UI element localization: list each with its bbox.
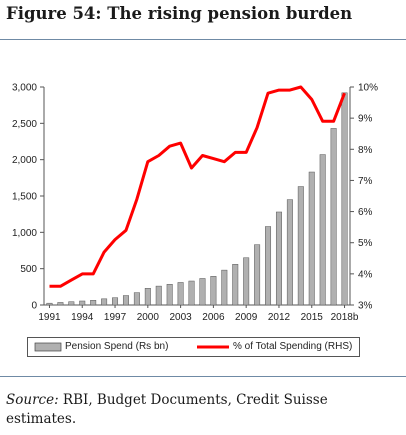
bar-pension-spend	[68, 301, 75, 306]
bar-pension-spend	[275, 211, 282, 306]
bar-pension-spend	[166, 284, 173, 306]
left-tick-label: 0	[31, 301, 37, 312]
right-tick-label: 4%	[358, 269, 373, 280]
bar-pension-spend	[319, 154, 326, 306]
bar-pension-spend	[199, 278, 206, 306]
x-tick-label: 2018b	[331, 312, 359, 323]
left-tick-label: 500	[20, 264, 37, 275]
bar-pension-spend	[243, 257, 250, 306]
right-tick-label: 8%	[358, 145, 373, 156]
x-tick-label: 2003	[169, 312, 192, 323]
legend-label-share-of-spending: % of Total Spending (RHS)	[233, 341, 353, 352]
chart-legend: Pension Spend (Rs bn) % of Total Spendin…	[27, 337, 360, 357]
bar-pension-spend	[112, 297, 119, 306]
left-tick-label: 3,000	[12, 83, 37, 94]
bar-pension-spend	[286, 199, 293, 306]
title-rule	[0, 39, 406, 40]
bar-pension-spend	[133, 292, 140, 306]
right-tick-label: 5%	[358, 238, 373, 249]
source-note: Source: RBI, Budget Documents, Credit Su…	[6, 391, 398, 429]
bar-pension-spend	[177, 282, 184, 306]
right-tick-label: 7%	[358, 176, 373, 187]
line-share-of-spending	[49, 85, 346, 288]
x-tick-label: 2015	[301, 312, 324, 323]
source-label: Source:	[6, 392, 59, 408]
x-tick-label: 1991	[38, 312, 61, 323]
bar-pension-spend	[46, 302, 53, 306]
bar-pension-spend	[341, 92, 348, 306]
bar-pension-spend	[122, 295, 129, 306]
bar-pension-spend	[232, 264, 239, 306]
right-tick-label: 6%	[358, 207, 373, 218]
x-tick-label: 2006	[202, 312, 225, 323]
bar-pension-spend	[265, 226, 272, 306]
pension-chart: 0 500 1,000 1,500 2,000 2,500 3,000 3% 4% 5% 6% 7% 8…	[12, 83, 378, 324]
bar-pension-spend	[210, 276, 217, 306]
right-tick-label: 9%	[358, 114, 373, 125]
left-tick-label: 2,000	[12, 155, 37, 166]
bar-pension-spend	[90, 300, 97, 306]
bar-pension-spend	[254, 244, 261, 306]
x-tick-label: 1997	[104, 312, 127, 323]
bar-pension-spend	[297, 186, 304, 306]
bar-pension-spend	[221, 269, 228, 306]
source-text: RBI, Budget Documents, Credit Suisse est…	[6, 392, 328, 427]
right-tick-label: 3%	[358, 301, 373, 312]
left-tick-label: 1,500	[12, 192, 37, 203]
x-tick-label: 2000	[137, 312, 160, 323]
right-tick-label: 10%	[358, 83, 378, 94]
bar-pension-spend	[79, 300, 86, 306]
bar-pension-spend	[330, 128, 337, 306]
bar-pension-spend	[101, 298, 108, 306]
legend-label-pension-spend: Pension Spend (Rs bn)	[65, 341, 169, 352]
left-tick-label: 2,500	[12, 119, 37, 130]
x-tick-label: 2009	[235, 312, 258, 323]
bar-pension-spend	[57, 302, 64, 306]
source-rule	[0, 376, 406, 377]
bar-pension-spend	[144, 288, 151, 306]
x-tick-label: 2012	[268, 312, 291, 323]
x-tick-label: 1994	[71, 312, 94, 323]
left-tick-label: 1,000	[12, 228, 37, 239]
bar-pension-spend	[188, 280, 195, 306]
figure-title: Figure 54: The rising pension burden	[6, 4, 353, 23]
bar-pension-spend	[155, 285, 162, 306]
bar-pension-spend	[308, 171, 315, 306]
legend-swatch-pension-spend	[34, 342, 62, 352]
